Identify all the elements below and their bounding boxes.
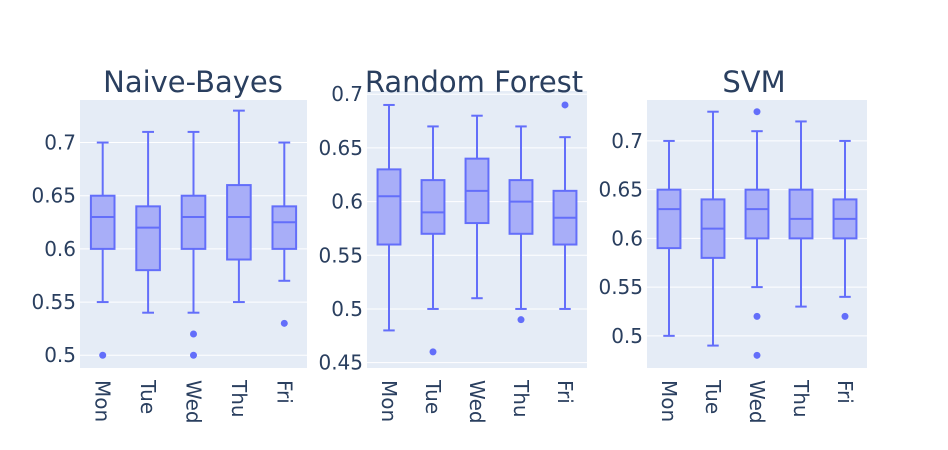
x-tick-label: Fri xyxy=(272,380,296,404)
iqr-box xyxy=(135,205,161,272)
outlier-point xyxy=(517,316,525,324)
y-tick-label: 0.55 xyxy=(598,275,643,299)
y-tick-label: 0.65 xyxy=(318,136,363,160)
x-tick-label: Mon xyxy=(91,380,115,422)
outlier-point xyxy=(429,348,437,356)
iqr-box xyxy=(271,205,298,250)
x-tick-label: Mon xyxy=(657,380,681,422)
y-tick-label: 0.7 xyxy=(331,82,363,106)
y-tick-label: 0.7 xyxy=(44,131,76,155)
x-tick-label: Wed xyxy=(465,380,489,424)
subplot-2: 0.45 0.5 0.55 0.6 0.65 0.7 Random Forest Mon Tue… xyxy=(318,65,587,424)
x-tick-label: Wed xyxy=(745,380,769,424)
x-tick-label: Tue xyxy=(701,379,725,414)
iqr-box xyxy=(180,194,207,250)
iqr-box xyxy=(226,184,252,261)
y-tick-label: 0.7 xyxy=(611,129,643,153)
x-tick-label: Thu xyxy=(227,379,251,418)
y-tick-label: 0.6 xyxy=(611,226,643,250)
iqr-box xyxy=(420,179,446,235)
box-fri xyxy=(832,139,858,320)
y-tick-label: 0.65 xyxy=(31,184,76,208)
outlier-point xyxy=(190,330,197,338)
outlier-point xyxy=(280,319,288,327)
box-tue xyxy=(420,125,446,356)
x-tick-label: Mon xyxy=(377,380,401,422)
x-tick-label: Fri xyxy=(833,380,857,404)
box-mon xyxy=(376,103,402,332)
y-tick-label: 0.55 xyxy=(31,290,76,314)
subplot-1: 0.5 0.55 0.6 0.65 0.7 Naive-Bayes Mon Tue Wed Thu… xyxy=(31,65,307,424)
box-tue xyxy=(700,110,726,347)
box-wed xyxy=(180,130,207,359)
x-tick-label: Tue xyxy=(421,379,445,414)
box-fri xyxy=(271,141,298,327)
iqr-box xyxy=(744,188,770,240)
y-tick-label: 0.45 xyxy=(318,351,363,375)
box-fri xyxy=(552,101,578,310)
subplot-3: 0.5 0.55 0.6 0.65 0.7 SVM Mon Tue Wed Thu Fri xyxy=(598,65,867,424)
iqr-box xyxy=(376,168,402,246)
y-tick-label: 0.6 xyxy=(44,237,76,261)
subplot-title: Random Forest xyxy=(365,65,583,99)
y-tick-label: 0.5 xyxy=(611,324,643,348)
outlier-point xyxy=(190,351,197,359)
outlier-point xyxy=(753,351,761,359)
y-tick-label: 0.55 xyxy=(318,243,363,267)
outlier-point xyxy=(753,108,761,116)
box-mon xyxy=(656,139,682,337)
x-tick-label: Fri xyxy=(553,380,577,404)
y-tick-label: 0.5 xyxy=(331,297,363,321)
outlier-point xyxy=(561,101,569,109)
outlier-point xyxy=(841,312,849,320)
y-tick-label: 0.5 xyxy=(44,343,76,367)
x-tick-label: Wed xyxy=(182,380,206,424)
iqr-box xyxy=(89,194,116,250)
iqr-box xyxy=(508,179,534,235)
y-tick-label: 0.65 xyxy=(598,178,643,202)
iqr-box xyxy=(656,188,682,250)
box-thu xyxy=(508,125,534,324)
box-mon xyxy=(89,141,116,359)
subplot-title: SVM xyxy=(722,65,785,99)
subplot-title: Naive-Bayes xyxy=(103,65,283,99)
x-tick-label: Thu xyxy=(789,379,813,418)
iqr-box xyxy=(788,188,814,240)
x-tick-label: Thu xyxy=(509,379,533,418)
box-wed xyxy=(744,108,770,359)
box-wed xyxy=(464,114,490,300)
y-tick-label: 0.6 xyxy=(331,190,363,214)
x-tick-label: Tue xyxy=(136,379,160,414)
box-thu xyxy=(226,109,252,304)
box-thu xyxy=(788,120,814,308)
outlier-point xyxy=(99,351,107,359)
outlier-point xyxy=(753,312,761,320)
box-tue xyxy=(135,130,161,314)
